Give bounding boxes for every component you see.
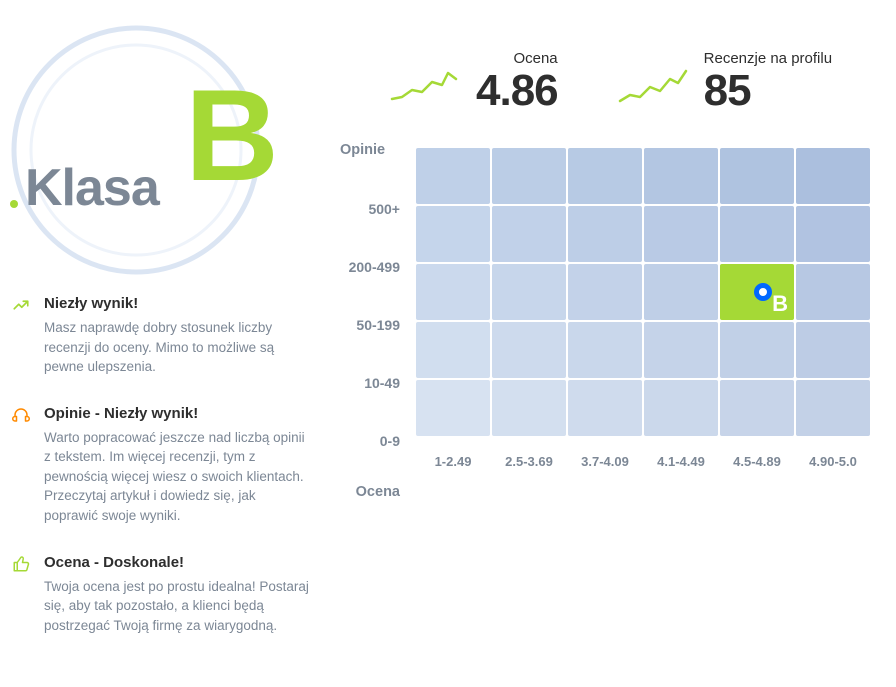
heatmap-cell (796, 206, 870, 262)
grade-label: Klasa (25, 158, 159, 218)
metric-reviews-label: Recenzje na profilu (704, 50, 832, 67)
heatmap-cell (644, 264, 718, 320)
accent-dot (10, 200, 18, 208)
feedback-desc: Masz naprawdę dobry stosunek liczby rece… (44, 318, 312, 377)
heatmap-cell (796, 148, 870, 204)
metric-rating-value: 4.86 (476, 69, 558, 113)
feedback-item: Niezły wynik! Masz naprawdę dobry stosune… (0, 295, 330, 377)
metric-reviews-value: 85 (704, 69, 832, 113)
highlight-marker (754, 283, 772, 301)
heatmap: Opinie 500+200-49950-19910-490-9 B 1-2.4… (330, 148, 890, 506)
heatmap-cell (644, 206, 718, 262)
sparkline-icon (390, 65, 460, 105)
heatmap-cell (492, 322, 566, 378)
metric-rating-label: Ocena (476, 50, 558, 67)
heatmap-y-label: 500+ (330, 180, 408, 238)
feedback-item: Opinie - Niezły wynik! Warto popracować j… (0, 405, 330, 526)
heatmap-cell (568, 206, 642, 262)
heatmap-x-label: 1-2.49 (416, 454, 490, 469)
heatmap-cell (492, 206, 566, 262)
heatmap-cell (568, 148, 642, 204)
feedback-desc: Warto popracować jeszcze nad liczbą opin… (44, 428, 312, 526)
headphones-icon (12, 406, 30, 424)
feedback-title: Ocena - Doskonale! (44, 554, 312, 571)
heatmap-cell (492, 264, 566, 320)
heatmap-cell (568, 264, 642, 320)
metrics-row: Ocena 4.86 Recenzje na profilu 85 (330, 50, 890, 113)
heatmap-x-title: Ocena (330, 484, 408, 500)
heatmap-cell (416, 206, 490, 262)
heatmap-x-label: 4.5-4.89 (720, 454, 794, 469)
heatmap-cell (416, 148, 490, 204)
trend-up-icon (12, 296, 30, 314)
heatmap-cell (492, 148, 566, 204)
heatmap-cell (796, 322, 870, 378)
heatmap-y-label: 10-49 (330, 354, 408, 412)
heatmap-x-label: 3.7-4.09 (568, 454, 642, 469)
thumb-up-icon (12, 555, 30, 573)
heatmap-y-title: Opinie (340, 142, 385, 158)
heatmap-cell (416, 380, 490, 436)
heatmap-cell (644, 380, 718, 436)
heatmap-cell (720, 380, 794, 436)
feedback-title: Niezły wynik! (44, 295, 312, 312)
metric-rating: Ocena 4.86 (390, 50, 558, 113)
heatmap-x-label: 4.90-5.0 (796, 454, 870, 469)
heatmap-cell (568, 380, 642, 436)
feedback-title: Opinie - Niezły wynik! (44, 405, 312, 422)
highlight-letter: B (772, 291, 788, 317)
heatmap-y-label: 0-9 (330, 412, 408, 470)
feedback-item: Ocena - Doskonale! Twoja ocena jest po pr… (0, 554, 330, 636)
feedback-list: Niezły wynik! Masz naprawdę dobry stosune… (0, 295, 330, 635)
heatmap-cell (644, 322, 718, 378)
heatmap-cell (416, 264, 490, 320)
sparkline-icon (618, 65, 688, 105)
heatmap-y-label: 200-499 (330, 238, 408, 296)
heatmap-cell (720, 148, 794, 204)
heatmap-cell (796, 264, 870, 320)
heatmap-cell (720, 322, 794, 378)
heatmap-y-label: 50-199 (330, 296, 408, 354)
heatmap-cell: B (720, 264, 794, 320)
feedback-desc: Twoja ocena jest po prostu idealna! Post… (44, 577, 312, 636)
heatmap-cell (644, 148, 718, 204)
heatmap-x-label: 4.1-4.49 (644, 454, 718, 469)
grade-badge: Klasa B (0, 10, 280, 275)
heatmap-x-label: 2.5-3.69 (492, 454, 566, 469)
heatmap-cell (796, 380, 870, 436)
heatmap-cell (720, 206, 794, 262)
heatmap-cell (568, 322, 642, 378)
heatmap-cell (416, 322, 490, 378)
grade-letter: B (185, 70, 276, 200)
metric-reviews: Recenzje na profilu 85 (618, 50, 832, 113)
heatmap-cell (492, 380, 566, 436)
